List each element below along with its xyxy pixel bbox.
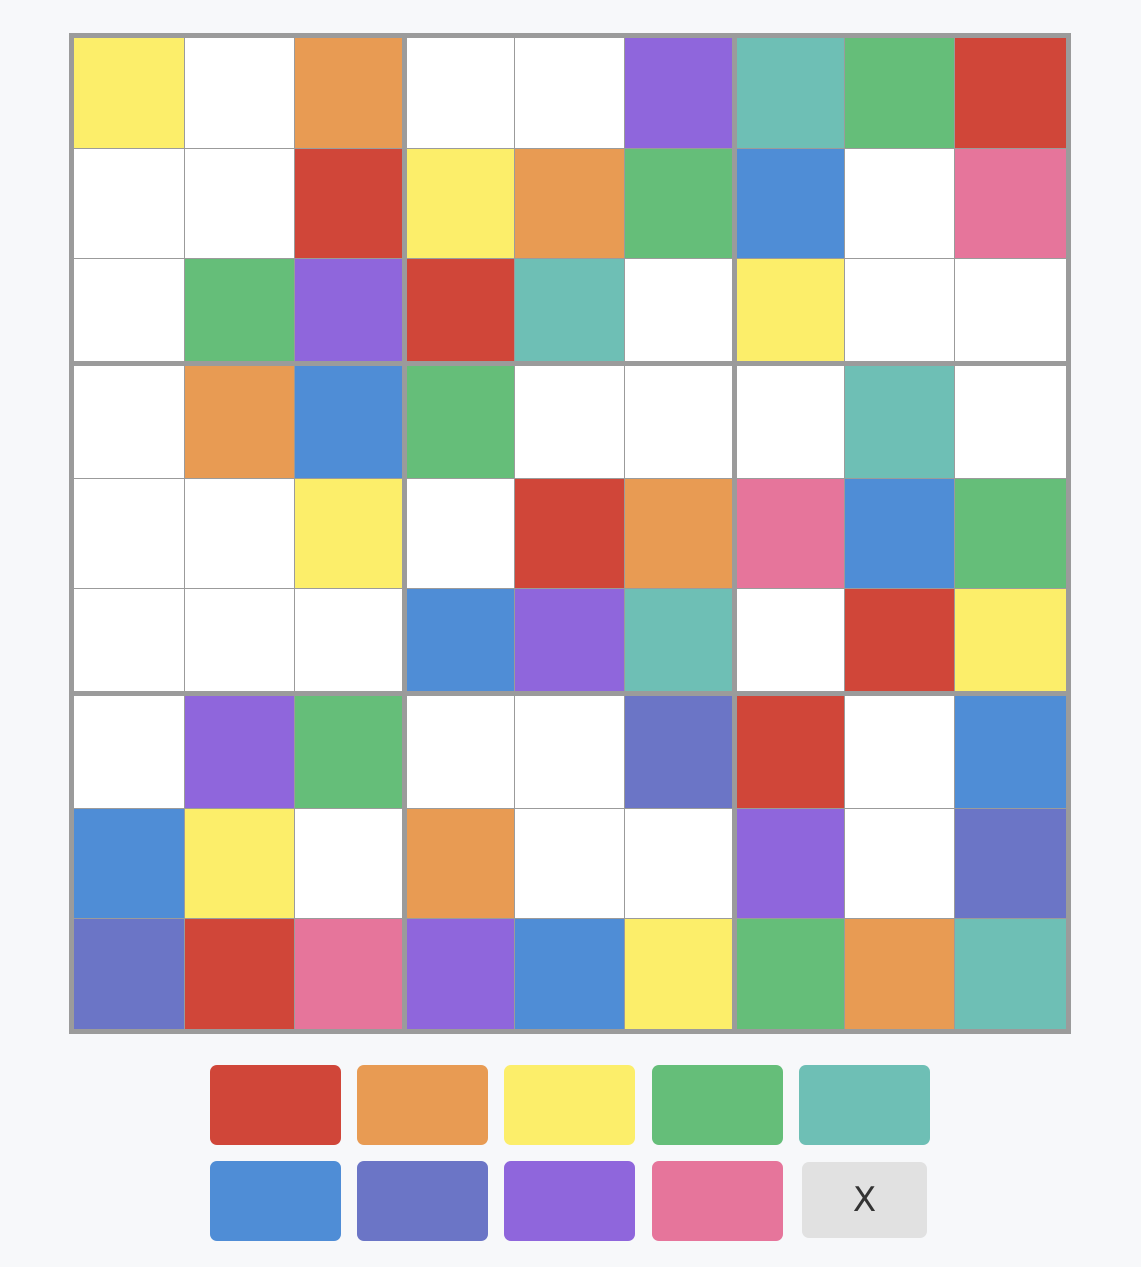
empty-cell[interactable] xyxy=(294,808,402,918)
color-swatch-teal[interactable] xyxy=(799,1065,930,1145)
filled-cell[interactable] xyxy=(294,38,402,148)
filled-cell[interactable] xyxy=(844,478,954,588)
filled-cell[interactable] xyxy=(294,918,402,1029)
empty-cell[interactable] xyxy=(184,148,294,258)
filled-cell[interactable] xyxy=(294,258,402,361)
empty-cell[interactable] xyxy=(514,808,624,918)
color-swatch-blue[interactable] xyxy=(210,1161,341,1241)
color-swatch-purple[interactable] xyxy=(504,1161,635,1241)
filled-cell[interactable] xyxy=(184,365,294,478)
filled-cell[interactable] xyxy=(954,695,1066,808)
empty-cell[interactable] xyxy=(624,808,732,918)
empty-cell[interactable] xyxy=(954,258,1066,361)
empty-cell[interactable] xyxy=(514,695,624,808)
filled-cell[interactable] xyxy=(954,478,1066,588)
filled-cell[interactable] xyxy=(624,38,732,148)
empty-cell[interactable] xyxy=(184,588,294,691)
empty-cell[interactable] xyxy=(74,478,184,588)
filled-cell[interactable] xyxy=(406,918,514,1029)
filled-cell[interactable] xyxy=(736,918,844,1029)
empty-cell[interactable] xyxy=(736,365,844,478)
filled-cell[interactable] xyxy=(514,918,624,1029)
filled-cell[interactable] xyxy=(736,478,844,588)
filled-cell[interactable] xyxy=(844,918,954,1029)
filled-cell[interactable] xyxy=(74,38,184,148)
filled-cell[interactable] xyxy=(294,695,402,808)
empty-cell[interactable] xyxy=(74,695,184,808)
filled-cell[interactable] xyxy=(406,258,514,361)
color-swatch-orange[interactable] xyxy=(357,1065,488,1145)
filled-cell[interactable] xyxy=(624,695,732,808)
color-swatch-yellow[interactable] xyxy=(504,1065,635,1145)
filled-cell[interactable] xyxy=(184,808,294,918)
filled-cell[interactable] xyxy=(74,808,184,918)
filled-cell[interactable] xyxy=(624,588,732,691)
filled-cell[interactable] xyxy=(736,38,844,148)
empty-cell[interactable] xyxy=(74,258,184,361)
empty-cell[interactable] xyxy=(736,588,844,691)
filled-cell[interactable] xyxy=(184,695,294,808)
empty-cell[interactable] xyxy=(184,478,294,588)
filled-cell[interactable] xyxy=(184,258,294,361)
filled-cell[interactable] xyxy=(736,258,844,361)
filled-cell[interactable] xyxy=(844,365,954,478)
empty-cell[interactable] xyxy=(514,365,624,478)
filled-cell[interactable] xyxy=(406,808,514,918)
empty-cell[interactable] xyxy=(74,365,184,478)
filled-cell[interactable] xyxy=(736,808,844,918)
empty-cell[interactable] xyxy=(624,258,732,361)
filled-cell[interactable] xyxy=(514,588,624,691)
empty-cell[interactable] xyxy=(406,478,514,588)
filled-cell[interactable] xyxy=(844,38,954,148)
filled-cell[interactable] xyxy=(514,148,624,258)
empty-cell[interactable] xyxy=(954,365,1066,478)
filled-cell[interactable] xyxy=(736,695,844,808)
empty-cell[interactable] xyxy=(514,38,624,148)
empty-cell[interactable] xyxy=(184,38,294,148)
filled-cell[interactable] xyxy=(294,365,402,478)
empty-cell[interactable] xyxy=(844,695,954,808)
color-swatch-indigo[interactable] xyxy=(357,1161,488,1241)
empty-cell[interactable] xyxy=(844,258,954,361)
filled-cell[interactable] xyxy=(406,148,514,258)
filled-cell[interactable] xyxy=(294,148,402,258)
filled-cell[interactable] xyxy=(74,918,184,1029)
color-swatch-red[interactable] xyxy=(210,1065,341,1145)
filled-cell[interactable] xyxy=(406,588,514,691)
filled-cell[interactable] xyxy=(736,148,844,258)
filled-cell[interactable] xyxy=(954,588,1066,691)
empty-cell[interactable] xyxy=(844,808,954,918)
filled-cell[interactable] xyxy=(954,148,1066,258)
empty-cell[interactable] xyxy=(624,365,732,478)
filled-cell[interactable] xyxy=(954,808,1066,918)
erase-button[interactable]: X xyxy=(802,1162,927,1238)
empty-cell[interactable] xyxy=(844,148,954,258)
empty-cell[interactable] xyxy=(406,38,514,148)
filled-cell[interactable] xyxy=(514,258,624,361)
filled-cell[interactable] xyxy=(514,478,624,588)
filled-cell[interactable] xyxy=(844,588,954,691)
filled-cell[interactable] xyxy=(406,365,514,478)
color-swatch-pink[interactable] xyxy=(652,1161,783,1241)
empty-cell[interactable] xyxy=(406,695,514,808)
filled-cell[interactable] xyxy=(624,918,732,1029)
filled-cell[interactable] xyxy=(184,918,294,1029)
empty-cell[interactable] xyxy=(74,588,184,691)
empty-cell[interactable] xyxy=(74,148,184,258)
filled-cell[interactable] xyxy=(624,478,732,588)
filled-cell[interactable] xyxy=(624,148,732,258)
filled-cell[interactable] xyxy=(954,38,1066,148)
color-swatch-green[interactable] xyxy=(652,1065,783,1145)
filled-cell[interactable] xyxy=(954,918,1066,1029)
filled-cell[interactable] xyxy=(294,478,402,588)
color-sudoku-board xyxy=(69,33,1071,1034)
empty-cell[interactable] xyxy=(294,588,402,691)
